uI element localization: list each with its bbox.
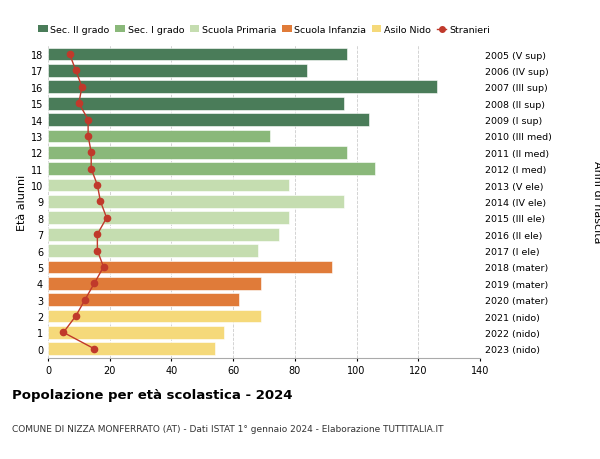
Bar (48, 65, 307, 78)
Bar (48, 114, 369, 127)
Bar (48, 343, 215, 355)
Bar (48, 81, 437, 94)
Bar (48, 310, 261, 323)
Bar (48, 261, 332, 274)
Bar (48, 163, 375, 176)
Text: Anni di nascita: Anni di nascita (592, 161, 600, 243)
Legend: Sec. II grado, Sec. I grado, Scuola Primaria, Scuola Infanzia, Asilo Nido, Stran: Sec. II grado, Sec. I grado, Scuola Prim… (38, 26, 490, 35)
Bar (48, 212, 289, 224)
Bar (48, 196, 344, 208)
Bar (48, 130, 270, 143)
Bar (48, 277, 261, 290)
Bar (48, 179, 289, 192)
Y-axis label: Età alunni: Età alunni (17, 174, 26, 230)
Bar (48, 146, 347, 159)
Text: Popolazione per età scolastica - 2024: Popolazione per età scolastica - 2024 (12, 388, 293, 401)
Bar (48, 294, 239, 306)
Text: COMUNE DI NIZZA MONFERRATO (AT) - Dati ISTAT 1° gennaio 2024 - Elaborazione TUTT: COMUNE DI NIZZA MONFERRATO (AT) - Dati I… (12, 425, 443, 434)
Bar (48, 98, 344, 110)
Bar (48, 228, 280, 241)
Bar (48, 245, 258, 257)
Bar (48, 326, 224, 339)
Bar (48, 49, 347, 61)
